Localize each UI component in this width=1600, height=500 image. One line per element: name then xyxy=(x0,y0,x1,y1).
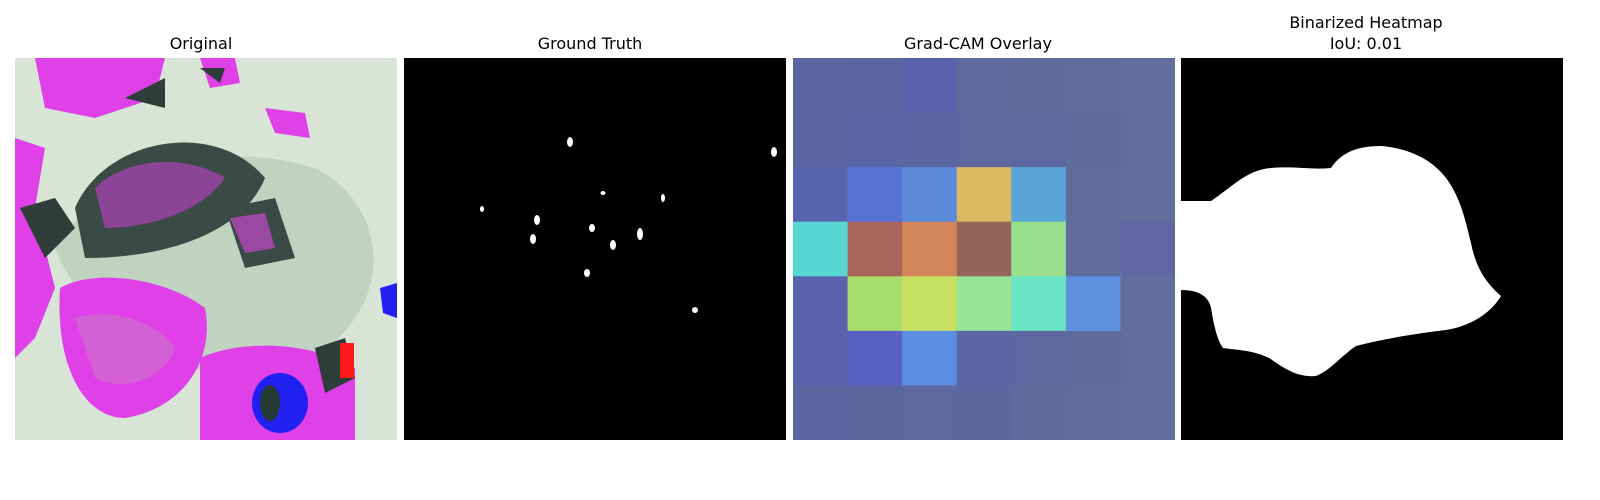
gradcam-cell xyxy=(1065,167,1121,223)
gradcam-cell xyxy=(1065,385,1121,440)
binarized-region xyxy=(1181,146,1501,377)
gradcam-cell xyxy=(1011,330,1067,386)
gradcam-cell xyxy=(1065,112,1121,168)
gradcam-cell xyxy=(847,330,903,386)
gradcam-cell xyxy=(902,167,958,223)
gradcam-cell xyxy=(1120,330,1175,386)
gradcam-cell xyxy=(1065,221,1121,277)
gradcam-cell xyxy=(902,276,958,332)
gradcam-cell xyxy=(793,221,849,277)
gradcam-cell xyxy=(956,58,1012,114)
gradcam-cell xyxy=(793,58,849,114)
panel-title-ground-truth: Ground Truth xyxy=(537,34,643,53)
panel-title-original: Original xyxy=(169,34,233,53)
gradcam-cell xyxy=(793,112,849,168)
gradcam-cell xyxy=(1120,112,1175,168)
gradcam-cell xyxy=(956,167,1012,223)
gradcam-cell xyxy=(956,221,1012,277)
gradcam-cell xyxy=(1011,58,1067,114)
gradcam-cell xyxy=(902,330,958,386)
binarized-heatmap xyxy=(1181,58,1563,440)
panel-title-binarized-line1: Binarized Heatmap xyxy=(1289,13,1443,32)
gradcam-cell xyxy=(1011,385,1067,440)
gt-spot xyxy=(661,194,665,202)
gradcam-cell xyxy=(793,330,849,386)
gradcam-cell xyxy=(847,112,903,168)
gradcam-cell xyxy=(793,276,849,332)
gradcam-cell xyxy=(1120,221,1175,277)
gt-spot xyxy=(692,307,698,313)
gradcam-cell xyxy=(1011,276,1067,332)
gt-spot xyxy=(637,228,643,240)
gradcam-cell xyxy=(1011,112,1067,168)
gradcam-cell xyxy=(1065,58,1121,114)
gt-spot xyxy=(530,234,536,244)
gradcam-cell xyxy=(847,58,903,114)
gradcam-cell xyxy=(1011,221,1067,277)
gt-spot xyxy=(771,147,777,157)
gradcam-overlay xyxy=(793,58,1175,440)
gradcam-cell xyxy=(902,112,958,168)
gt-spot xyxy=(589,224,595,232)
ground-truth-mask xyxy=(404,58,786,440)
original-image xyxy=(15,58,397,440)
gradcam-cell xyxy=(847,385,903,440)
gradcam-cell xyxy=(847,221,903,277)
gt-spot xyxy=(534,215,540,225)
gradcam-cell xyxy=(902,221,958,277)
gradcam-cell xyxy=(793,385,849,440)
gradcam-cell xyxy=(1120,276,1175,332)
gradcam-cell xyxy=(793,167,849,223)
gt-spot xyxy=(584,269,590,277)
gradcam-cell xyxy=(956,385,1012,440)
gt-spot xyxy=(610,240,616,250)
gradcam-cell xyxy=(1120,385,1175,440)
gradcam-cell xyxy=(1120,58,1175,114)
gt-spot xyxy=(567,137,573,147)
gt-spot xyxy=(480,206,484,212)
gradcam-cell xyxy=(847,276,903,332)
gradcam-cell xyxy=(956,276,1012,332)
panel-title-binarized-iou: IoU: 0.01 xyxy=(1329,34,1403,53)
gradcam-cell xyxy=(902,58,958,114)
gradcam-cell xyxy=(1065,276,1121,332)
gradcam-cell xyxy=(956,112,1012,168)
gradcam-cell xyxy=(956,330,1012,386)
gradcam-cell xyxy=(1120,167,1175,223)
gt-spot xyxy=(600,191,606,195)
gradcam-cell xyxy=(847,167,903,223)
gradcam-cell xyxy=(1011,167,1067,223)
gradcam-cell xyxy=(1065,330,1121,386)
gradcam-cell xyxy=(902,385,958,440)
panel-title-gradcam: Grad-CAM Overlay xyxy=(904,34,1052,53)
